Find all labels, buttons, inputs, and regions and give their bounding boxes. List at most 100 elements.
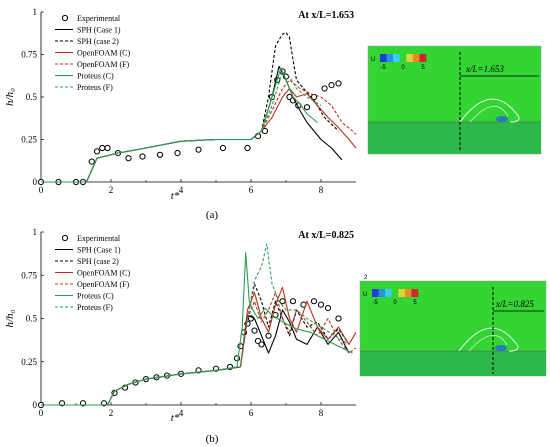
series-line-openfoam-c: [41, 87, 357, 183]
legend-marker: [61, 234, 69, 242]
data-point-experimental: [321, 85, 328, 92]
y-tick-label: 1: [33, 7, 38, 17]
colorbar-segment: [385, 289, 393, 297]
colorbar-segment: [393, 54, 401, 62]
panel-annotation: At x/L=0.825: [298, 230, 354, 241]
legend-label: SPH (case 2): [77, 257, 119, 266]
y-axis-label: h/h₀: [4, 88, 16, 106]
data-point-experimental: [139, 153, 146, 160]
series-experimental: [37, 68, 342, 186]
flow-field-inset-b: U -5 0 5 2 x/L=0.825: [359, 275, 547, 377]
colorbar-segment: [406, 54, 414, 62]
data-point-experimental: [289, 298, 297, 305]
flow-contour: [459, 98, 520, 123]
seabed-region: [360, 351, 546, 376]
x-tick-label: 4: [179, 408, 184, 418]
x-tick-label: 0: [39, 408, 44, 418]
data-point-experimental: [93, 148, 101, 155]
seabed-region: [368, 122, 541, 154]
vortex-core: [496, 116, 508, 122]
legend-label: Experimental: [77, 14, 121, 23]
y-tick-label: 0.5: [26, 314, 38, 324]
x-tick-label: 8: [319, 185, 324, 195]
colorbar-tick-label: -5: [372, 300, 378, 306]
colorbar-tick-label: 0: [393, 300, 397, 306]
colorbar-label: U: [371, 57, 375, 63]
legend-label: OpenFOAM (F): [77, 280, 130, 289]
colorbar-segment: [378, 289, 386, 297]
data-point-experimental: [125, 155, 132, 162]
data-point-experimental: [251, 327, 258, 334]
data-point-experimental: [335, 80, 342, 87]
data-point-experimental: [258, 341, 265, 348]
colorbar-segment: [419, 54, 427, 62]
inset-extra-label: 2: [364, 275, 368, 281]
colorbar-segment: [380, 54, 387, 62]
data-point-experimental: [261, 127, 269, 135]
data-point-experimental: [265, 332, 272, 339]
flow-contour: [469, 106, 509, 123]
colorbar-tick-label: 0: [401, 65, 405, 71]
colorbar-segment: [398, 289, 406, 297]
legend-label: Proteus (F): [77, 83, 113, 92]
legend-label: OpenFOAM (F): [77, 60, 130, 69]
x-axis-label: t*: [171, 190, 180, 202]
legend: Experimental SPH (Case 1) SPH (case 2) Open…: [55, 14, 130, 92]
data-point-experimental: [328, 82, 335, 89]
colorbar-segment: [391, 289, 399, 297]
x-tick-label: 0: [39, 185, 44, 195]
legend-label: SPH (Case 1): [77, 26, 121, 35]
colorbar-segment: [386, 54, 394, 62]
vortex-core: [495, 345, 507, 351]
inset-annotation: x/L=1.653: [465, 64, 504, 74]
flow-contour: [458, 327, 519, 352]
colorbar-tick-label: -5: [380, 65, 386, 71]
data-point-experimental: [335, 315, 342, 322]
y-tick-label: 0.5: [26, 92, 38, 102]
series-line-proteus-f: [41, 70, 322, 183]
legend-label: SPH (case 2): [77, 37, 119, 46]
y-axis-label: h/h₀: [4, 309, 16, 327]
series-line-proteus-c: [41, 252, 353, 406]
data-point-experimental: [303, 104, 311, 111]
legend-label: OpenFOAM (C): [77, 269, 130, 278]
flow-contour: [468, 335, 508, 352]
x-tick-label: 2: [109, 185, 114, 195]
legend-label: Proteus (C): [77, 72, 114, 81]
y-tick-label: 0.75: [21, 50, 37, 60]
data-point-experimental: [156, 151, 164, 158]
y-tick-label: 0.25: [21, 357, 37, 367]
data-point-experimental: [195, 146, 202, 153]
data-point-experimental: [174, 150, 181, 157]
legend-label: Proteus (C): [77, 292, 114, 301]
legend-label: Experimental: [77, 234, 121, 243]
y-tick-label: 1: [33, 227, 38, 237]
panel-caption: (a): [206, 209, 219, 221]
data-point-experimental: [324, 305, 332, 312]
colorbar-segment: [412, 54, 420, 62]
legend-label: SPH (Case 1): [77, 246, 121, 255]
colorbar-segment: [399, 54, 407, 62]
panel-a: 0 0.25 0.5 0.75 1 0 2 4 6 8 t* h/h₀ Experimental SPH …: [4, 7, 357, 221]
data-point-experimental: [88, 158, 95, 165]
data-point-experimental: [244, 144, 251, 152]
y-tick-label: 0.25: [21, 135, 37, 145]
data-point-experimental: [99, 144, 106, 152]
colorbar-segment: [404, 289, 412, 297]
y-tick-label: 0: [33, 177, 38, 187]
inset-annotation: x/L=0.825: [495, 299, 534, 309]
series-line-sph-case-1: [41, 309, 350, 406]
colorbar-label: U: [363, 292, 367, 298]
panel-b: 0 0.25 0.5 0.75 1 0 2 4 6 8 t* h/h₀ Experimental SPH …: [4, 227, 357, 445]
colorbar-tick-label: 5: [421, 65, 425, 71]
legend-marker: [61, 14, 69, 22]
data-point-experimental: [317, 301, 325, 308]
data-point-experimental: [219, 144, 227, 152]
x-tick-label: 2: [109, 408, 114, 418]
series-line-proteus-f: [41, 243, 350, 406]
panel-annotation: At x/L=1.653: [298, 10, 354, 21]
legend-label: Proteus (F): [77, 303, 113, 312]
legend-label: OpenFOAM (C): [77, 49, 130, 58]
colorbar-segment: [411, 289, 419, 297]
